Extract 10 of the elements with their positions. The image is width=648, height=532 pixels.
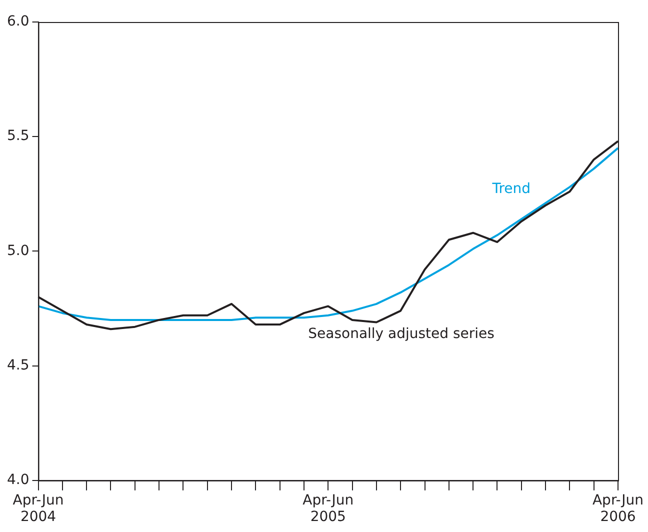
y-tick-label: 6.0	[7, 14, 30, 30]
x-tick-label: Apr-Jun 2005	[302, 492, 354, 526]
y-tick-label: 4.0	[7, 472, 30, 488]
x-tick-label: Apr-Jun 2004	[12, 492, 64, 526]
x-tick-label: Apr-Jun 2006	[592, 492, 644, 526]
series-label: Trend	[491, 180, 531, 197]
series-label: Seasonally adjusted series	[308, 326, 494, 342]
y-tick-label: 5.0	[7, 242, 30, 259]
y-tick-label: 4.5	[7, 357, 30, 374]
y-tick-label: 5.5	[7, 128, 30, 144]
